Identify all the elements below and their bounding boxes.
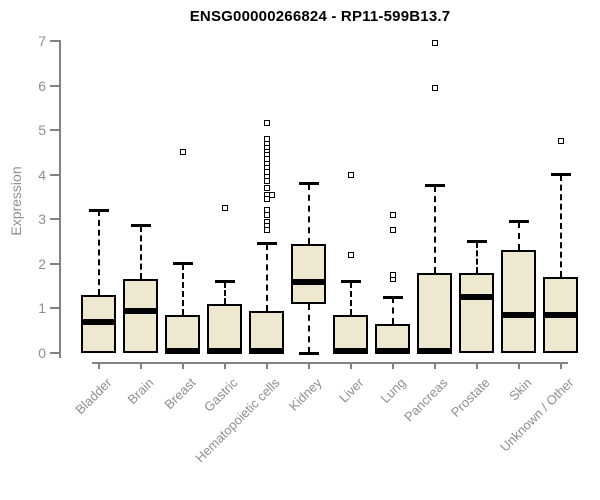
outlier-point	[263, 178, 270, 185]
whisker-line-upper	[475, 241, 478, 273]
y-axis-tick	[50, 262, 60, 265]
chart-title: ENSG00000266824 - RP11-599B13.7	[189, 8, 451, 25]
whisker-line-upper	[265, 243, 268, 311]
y-tick-label: 6	[38, 77, 46, 94]
y-axis-line	[59, 40, 61, 358]
x-axis-tick	[433, 362, 436, 369]
y-axis-tick	[50, 129, 60, 132]
whisker-cap-upper	[382, 295, 403, 299]
x-axis-tick	[181, 362, 184, 369]
outlier-point	[557, 138, 564, 145]
x-axis-tick	[391, 362, 394, 369]
y-tick-label: 1	[38, 300, 46, 317]
whisker-line-upper	[517, 221, 520, 251]
whisker-line-upper	[181, 263, 184, 316]
y-tick-label: 3	[38, 211, 46, 228]
outlier-point	[268, 191, 275, 198]
whisker-line-upper	[97, 210, 100, 296]
x-axis-tick	[97, 362, 100, 369]
x-axis-tick	[349, 362, 352, 369]
y-tick-label: 0	[38, 345, 46, 361]
box	[249, 310, 284, 353]
whisker-line-upper	[307, 183, 310, 244]
y-tick-label: 7	[38, 33, 46, 49]
whisker-cap-upper	[130, 224, 151, 228]
whisker-cap-upper	[508, 220, 529, 224]
outlier-point	[389, 227, 396, 234]
whisker-line-upper	[391, 297, 394, 325]
box	[501, 250, 536, 353]
whisker-line-upper	[433, 185, 436, 273]
whisker-cap-upper	[298, 182, 319, 186]
whisker-cap-upper	[550, 173, 571, 177]
x-axis-tick	[559, 362, 562, 369]
outlier-point	[389, 272, 396, 278]
whisker-cap-upper	[214, 280, 235, 284]
whisker-cap-upper	[88, 208, 109, 212]
median-line	[417, 347, 452, 354]
x-axis-line	[91, 362, 568, 364]
median-line	[123, 307, 158, 314]
box	[123, 279, 158, 353]
whisker-line-upper	[349, 281, 352, 316]
box	[291, 243, 326, 304]
outlier-point	[431, 40, 438, 47]
box	[207, 303, 242, 353]
x-axis-tick	[139, 362, 142, 369]
median-line	[543, 312, 578, 319]
y-tick-label: 4	[38, 166, 46, 183]
whisker-cap-upper	[340, 280, 361, 284]
x-axis-tick	[517, 362, 520, 369]
y-axis-tick	[50, 307, 60, 310]
x-axis-tick	[475, 362, 478, 369]
outlier-point	[263, 211, 270, 218]
outlier-point	[263, 185, 270, 192]
outlier-point	[263, 120, 270, 127]
whisker-cap-lower	[298, 351, 319, 355]
outlier-point	[389, 211, 396, 218]
whisker-line-upper	[139, 225, 142, 280]
outlier-point	[263, 227, 270, 234]
whisker-cap-upper	[172, 262, 193, 266]
outlier-point	[347, 171, 354, 178]
x-axis-tick	[223, 362, 226, 369]
median-line	[291, 278, 326, 285]
median-line	[333, 347, 368, 354]
x-axis-tick	[307, 362, 310, 369]
x-axis-tick	[265, 362, 268, 369]
outlier-point	[263, 196, 270, 203]
median-line	[207, 347, 242, 354]
y-axis-tick	[50, 84, 60, 87]
outlier-point	[431, 84, 438, 91]
outlier-point	[347, 251, 354, 258]
box	[459, 272, 494, 353]
whisker-line-upper	[559, 174, 562, 278]
outlier-point	[221, 205, 228, 212]
box	[417, 272, 452, 353]
y-axis-tick	[50, 173, 60, 176]
median-line	[165, 347, 200, 354]
median-line	[459, 294, 494, 301]
whisker-cap-upper	[256, 242, 277, 246]
y-tick-label: 5	[38, 122, 46, 139]
median-line	[81, 318, 116, 325]
y-tick-label: 2	[38, 255, 46, 272]
whisker-cap-upper	[424, 184, 445, 188]
whisker-line-upper	[223, 281, 226, 304]
whisker-cap-upper	[466, 240, 487, 244]
y-axis-tick	[50, 218, 60, 221]
median-line	[375, 347, 410, 354]
y-axis-tick	[50, 40, 60, 42]
median-line	[249, 347, 284, 354]
median-line	[501, 312, 536, 319]
outlier-point	[179, 149, 186, 156]
whisker-line-lower	[307, 303, 310, 353]
y-axis-tick	[50, 352, 60, 354]
